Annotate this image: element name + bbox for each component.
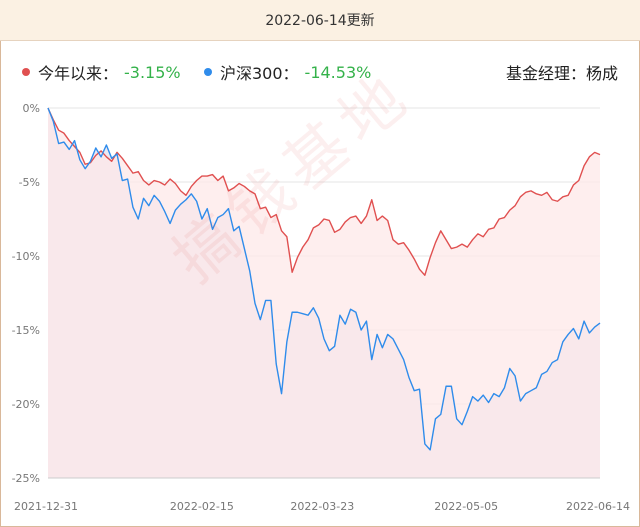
legend-index-label: 沪深300： [220,64,299,83]
update-date: 2022-06-14更新 [265,13,375,29]
y-tick-label: -15% [12,324,40,337]
index-line [47,107,601,451]
x-tick-label: 2022-06-14 [566,500,630,513]
x-tick-label: 2022-05-05 [434,500,498,513]
legend-fund-label: 今年以来： [38,64,119,83]
legend-fund-value: -3.15% [124,62,181,82]
update-header: 2022-06-14更新 [0,0,640,41]
legend-item-fund[interactable]: 今年以来： -3.15% [22,60,181,84]
x-tick-label: 2021-12-31 [14,500,78,513]
y-tick-label: 0% [23,102,40,115]
legend-item-index[interactable]: 沪深300： -14.53% [204,60,371,84]
y-tick-label: -5% [19,176,40,189]
fund-manager: 基金经理：杨成 [505,64,618,83]
index-dot-icon [204,68,212,76]
y-tick-label: -20% [12,398,40,411]
legend-index-value: -14.53% [304,62,372,82]
y-tick-label: -25% [12,472,40,485]
fund-line [47,107,601,276]
fund-dot-icon [22,68,30,76]
x-tick-label: 2022-02-15 [170,500,234,513]
y-tick-label: -10% [12,250,40,263]
chart-legend: 今年以来： -3.15% 沪深300： -14.53% 基金经理：杨成 [0,58,640,88]
x-tick-label: 2022-03-23 [290,500,354,513]
